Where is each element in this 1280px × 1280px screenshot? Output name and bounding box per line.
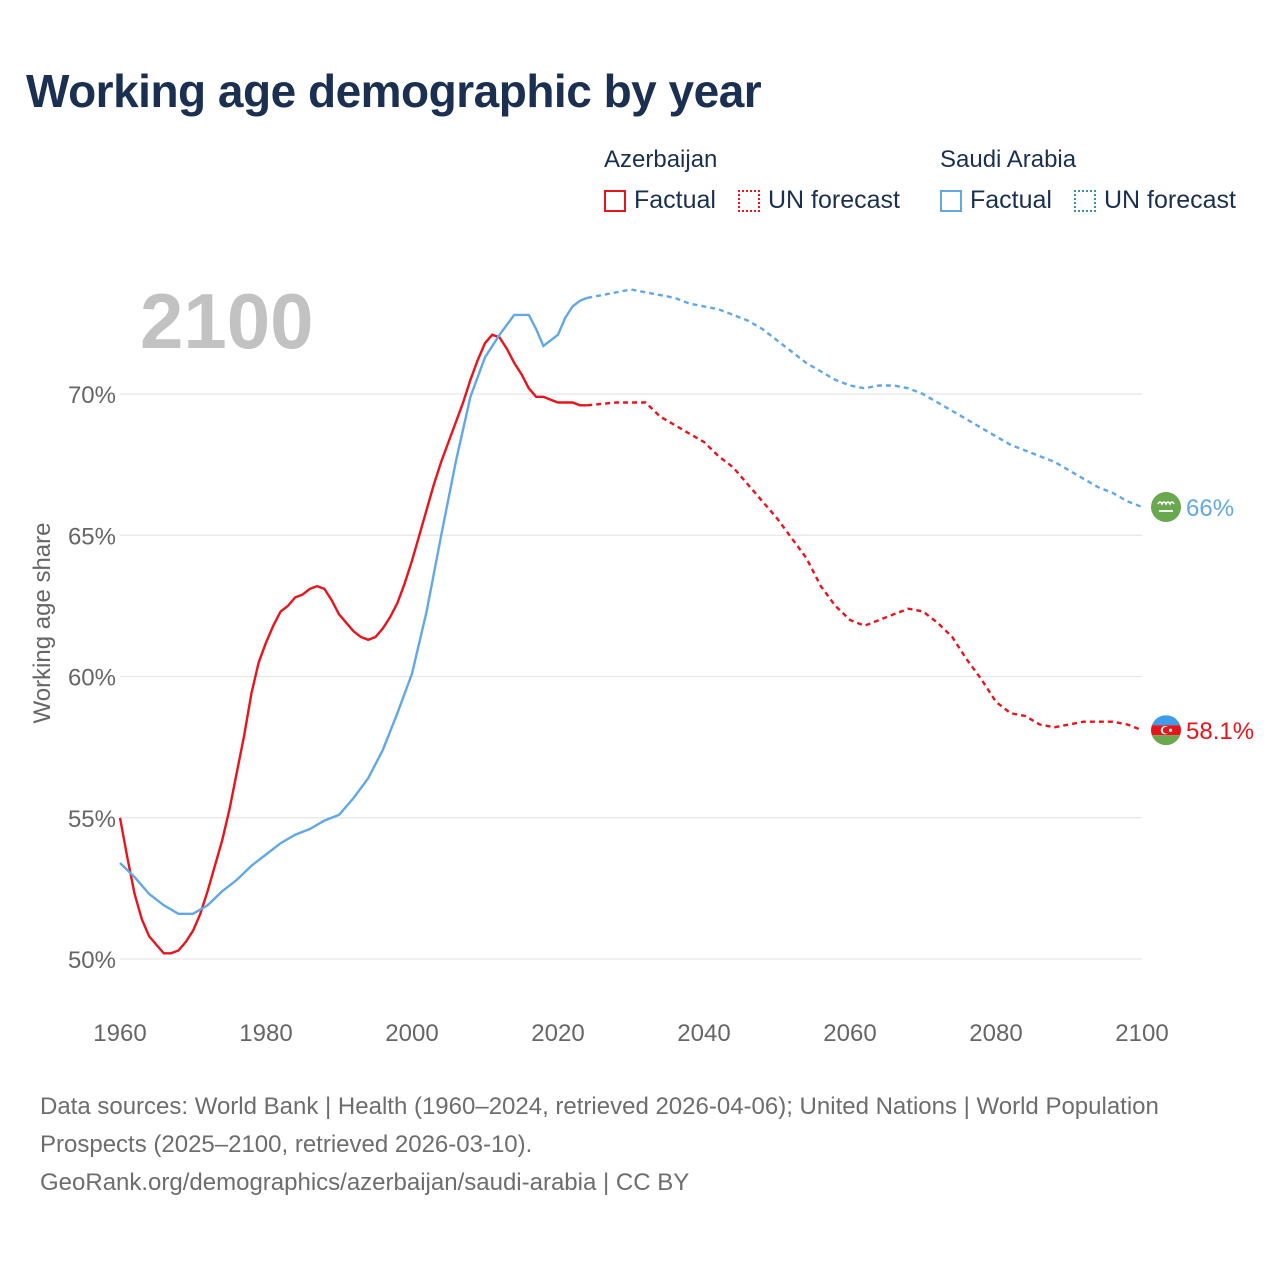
legend-saudi-arabia-factual[interactable]: Factual — [940, 186, 1052, 215]
legend-swatch-dotted-icon — [1074, 189, 1096, 212]
x-tick-label: 2060 — [823, 1020, 876, 1047]
y-tick-label: 55% — [68, 806, 116, 833]
page-title: Working age demographic by year — [26, 65, 762, 117]
x-tick-label: 1980 — [239, 1020, 292, 1047]
data-sources: Data sources: World Bank | Health (1960–… — [40, 1093, 1159, 1158]
legend-label: UN forecast — [1104, 186, 1236, 214]
legend-swatch-solid-icon — [604, 189, 626, 212]
saudi-arabia-flag-icon — [1151, 492, 1181, 522]
grid-layer — [120, 393, 1142, 960]
legend-label: UN forecast — [768, 186, 900, 214]
saudi-arabia-factual-line — [119, 296, 588, 915]
x-tick-label: 2020 — [531, 1020, 584, 1047]
azerbaijan-end-label: 58.1% — [1186, 718, 1254, 745]
y-tick-label: 50% — [68, 947, 116, 974]
y-tick-label: 70% — [68, 382, 116, 409]
y-tick-label: 60% — [68, 665, 116, 692]
series-layer — [118, 288, 1143, 955]
legend-group-saudi-arabia: Saudi Arabia — [940, 146, 1077, 173]
x-tick-label: 2000 — [385, 1020, 438, 1047]
legend-swatch-dotted-icon — [738, 189, 760, 212]
x-tick-label: 2040 — [677, 1020, 730, 1047]
legend-label: Factual — [970, 186, 1052, 214]
y-axis-label: Working age share — [29, 523, 56, 724]
year-watermark: 2100 — [140, 277, 314, 365]
x-tick-label: 2080 — [969, 1020, 1022, 1047]
legend-label: Factual — [634, 186, 716, 214]
footer: Data sources: World Bank | Health (1960–… — [40, 1088, 1240, 1202]
legend-saudi-arabia-forecast[interactable]: UN forecast — [1074, 186, 1236, 215]
credit-link[interactable]: GeoRank.org/demographics/azerbaijan/saud… — [40, 1169, 690, 1196]
legend-azerbaijan-factual[interactable]: Factual — [604, 186, 716, 215]
x-tick-label: 2100 — [1115, 1020, 1168, 1047]
y-tick-label: 65% — [68, 523, 116, 550]
azerbaijan-forecast-line — [587, 401, 1143, 732]
azerbaijan-flag-icon — [1151, 715, 1181, 746]
azerbaijan-factual-line — [118, 333, 588, 955]
saudi-arabia-end-label: 66% — [1186, 495, 1234, 522]
legend-azerbaijan-forecast[interactable]: UN forecast — [738, 186, 900, 215]
legend-swatch-solid-icon — [940, 189, 962, 212]
x-tick-label: 1960 — [93, 1020, 146, 1047]
saudi-arabia-forecast-line — [586, 288, 1143, 509]
axis-layer: 50% 55% 60% 65% 70% 1960 1980 2000 2020 2040 2060 2… — [29, 382, 1254, 1047]
legend-group-azerbaijan: Azerbaijan — [604, 146, 718, 173]
